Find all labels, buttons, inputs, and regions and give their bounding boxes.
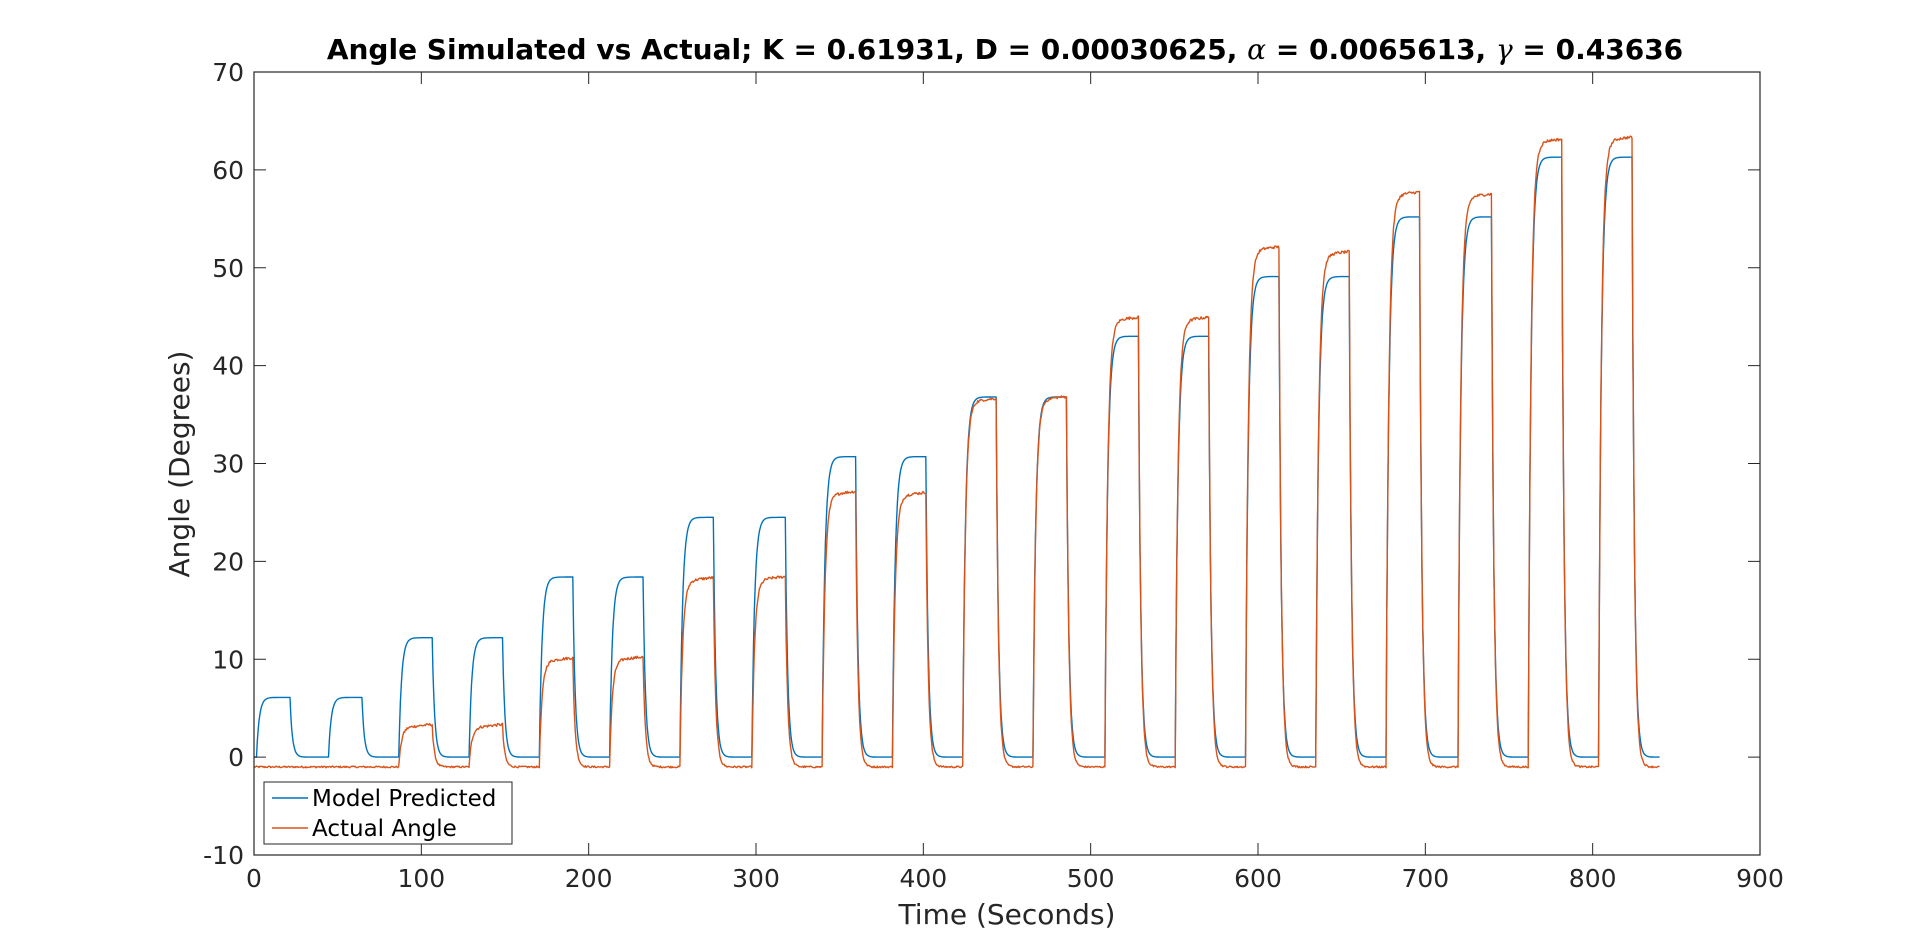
- x-tick-label: 0: [246, 864, 262, 893]
- x-tick-label: 400: [899, 864, 947, 893]
- chart-title-alpha-symbol: α: [1247, 33, 1266, 66]
- y-tick-label: 30: [212, 450, 244, 479]
- legend: Model Predicted Actual Angle: [263, 781, 513, 845]
- x-tick-label: 200: [565, 864, 613, 893]
- series-layer: [253, 135, 1660, 769]
- y-tick-label: 20: [212, 547, 244, 576]
- legend-box: [263, 781, 513, 845]
- y-tick-label: 0: [228, 743, 244, 772]
- legend-label-actual: Actual Angle: [312, 816, 457, 842]
- chart-title-prefix: Angle Simulated vs Actual; K = 0.61931, …: [327, 33, 1247, 66]
- chart-title-alpha-value: = 0.0065613,: [1266, 33, 1496, 66]
- x-tick-label: 800: [1569, 864, 1617, 893]
- plot-area: [254, 72, 1760, 855]
- y-tick-label: 10: [212, 645, 244, 674]
- ticks-layer: 0 100 200 300 400 500 600 700 800 900-10010203040…: [203, 58, 1784, 893]
- y-tick-label: 60: [212, 156, 244, 185]
- legend-label-model: Model Predicted: [312, 786, 496, 812]
- chart-title-gamma-symbol: γ: [1496, 33, 1513, 66]
- y-tick-label: 40: [212, 352, 244, 381]
- series-line-actual: [253, 135, 1660, 769]
- x-tick-label: 600: [1234, 864, 1282, 893]
- x-tick-label: 700: [1401, 864, 1449, 893]
- y-tick-label: -10: [203, 841, 244, 870]
- y-tick-label: 70: [212, 58, 244, 87]
- x-tick-label: 300: [732, 864, 780, 893]
- chart-title-gamma-value: = 0.43636: [1513, 33, 1684, 66]
- y-axis-label: Angle (Degrees): [163, 351, 196, 578]
- x-tick-label: 500: [1067, 864, 1115, 893]
- y-tick-label: 50: [212, 254, 244, 283]
- chart-title: Angle Simulated vs Actual; K = 0.61931, …: [327, 33, 1683, 66]
- x-tick-label: 900: [1736, 864, 1784, 893]
- x-axis-label: Time (Seconds): [898, 898, 1116, 931]
- x-tick-label: 100: [397, 864, 445, 893]
